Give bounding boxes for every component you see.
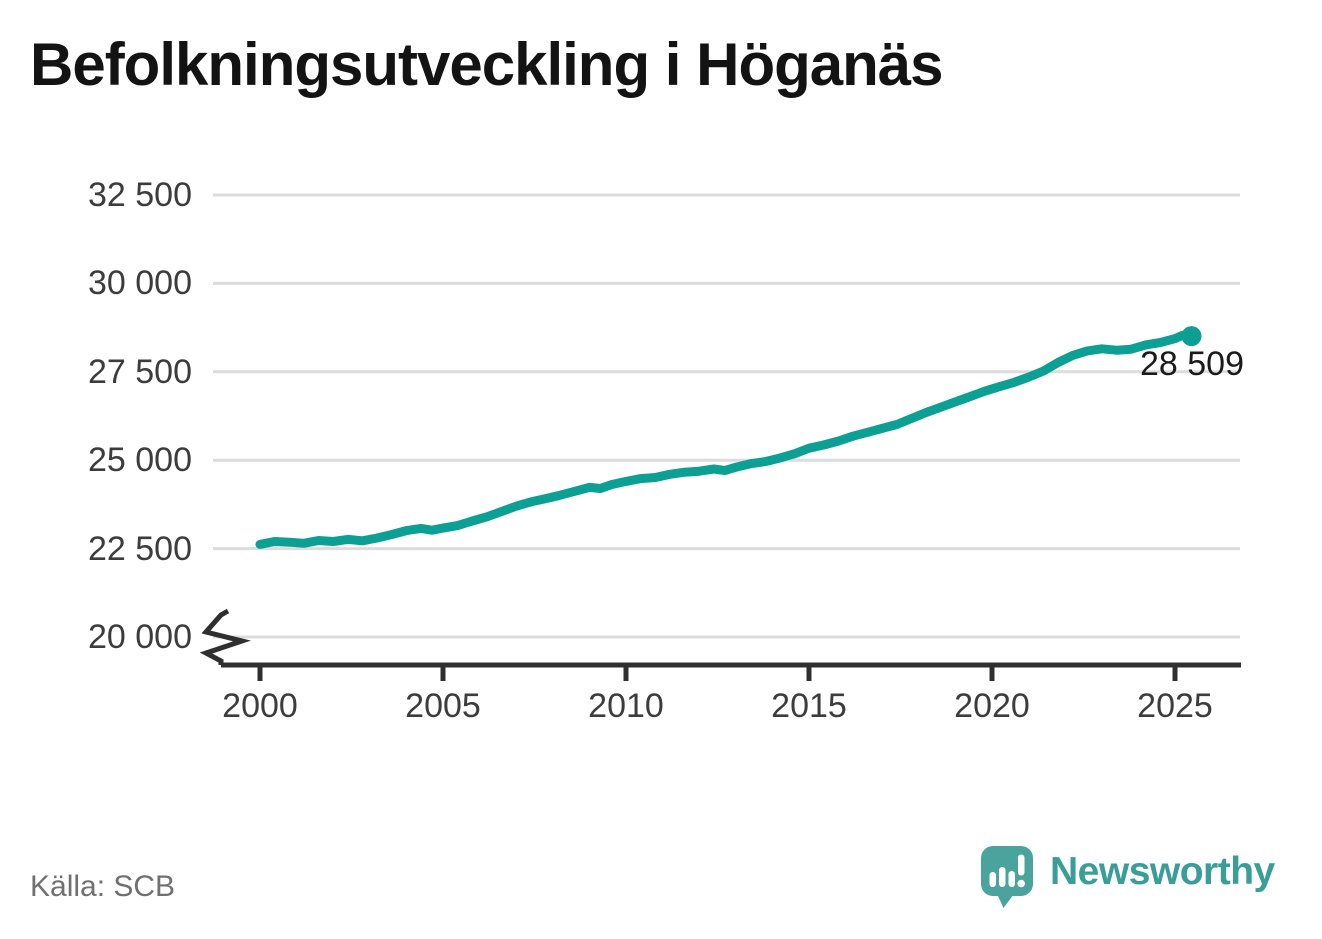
x-tick-label: 2010 — [588, 687, 664, 725]
newsworthy-wordmark: Newsworthy — [1050, 850, 1275, 893]
newsworthy-speech-bubble-bar-chart-icon — [981, 846, 1033, 908]
chart-title: Befolkningsutveckling i Höganäs — [30, 31, 944, 98]
source-label: Källa: SCB — [30, 870, 176, 903]
logo-bar-tall — [999, 867, 1006, 887]
y-tick-label: 20 000 — [88, 618, 192, 656]
x-tick-label: 2000 — [222, 687, 298, 725]
newsworthy-logo: Newsworthy — [981, 845, 1275, 909]
x-tick-label: 2015 — [771, 687, 847, 725]
y-tick-label: 22 500 — [88, 529, 192, 568]
logo-bar-short — [989, 872, 996, 887]
y-tick-label: 25 000 — [88, 441, 192, 480]
x-tick-label: 2025 — [1137, 687, 1213, 725]
logo-exclamation-dot — [1017, 879, 1025, 888]
latest-value-label: 28 509 — [1140, 345, 1244, 383]
y-tick-label: 30 000 — [88, 264, 192, 303]
logo-exclamation-bar — [1018, 854, 1025, 876]
line-end-marker — [1181, 326, 1202, 347]
y-tick-label: 27 500 — [88, 352, 192, 391]
y-tick-label: 32 500 — [88, 176, 192, 214]
x-tick-label: 2005 — [405, 687, 481, 725]
x-tick-label: 2020 — [954, 687, 1030, 725]
logo-bar-medium — [1008, 871, 1015, 887]
population-line — [255, 330, 1196, 549]
y-axis-break-icon — [199, 608, 251, 665]
